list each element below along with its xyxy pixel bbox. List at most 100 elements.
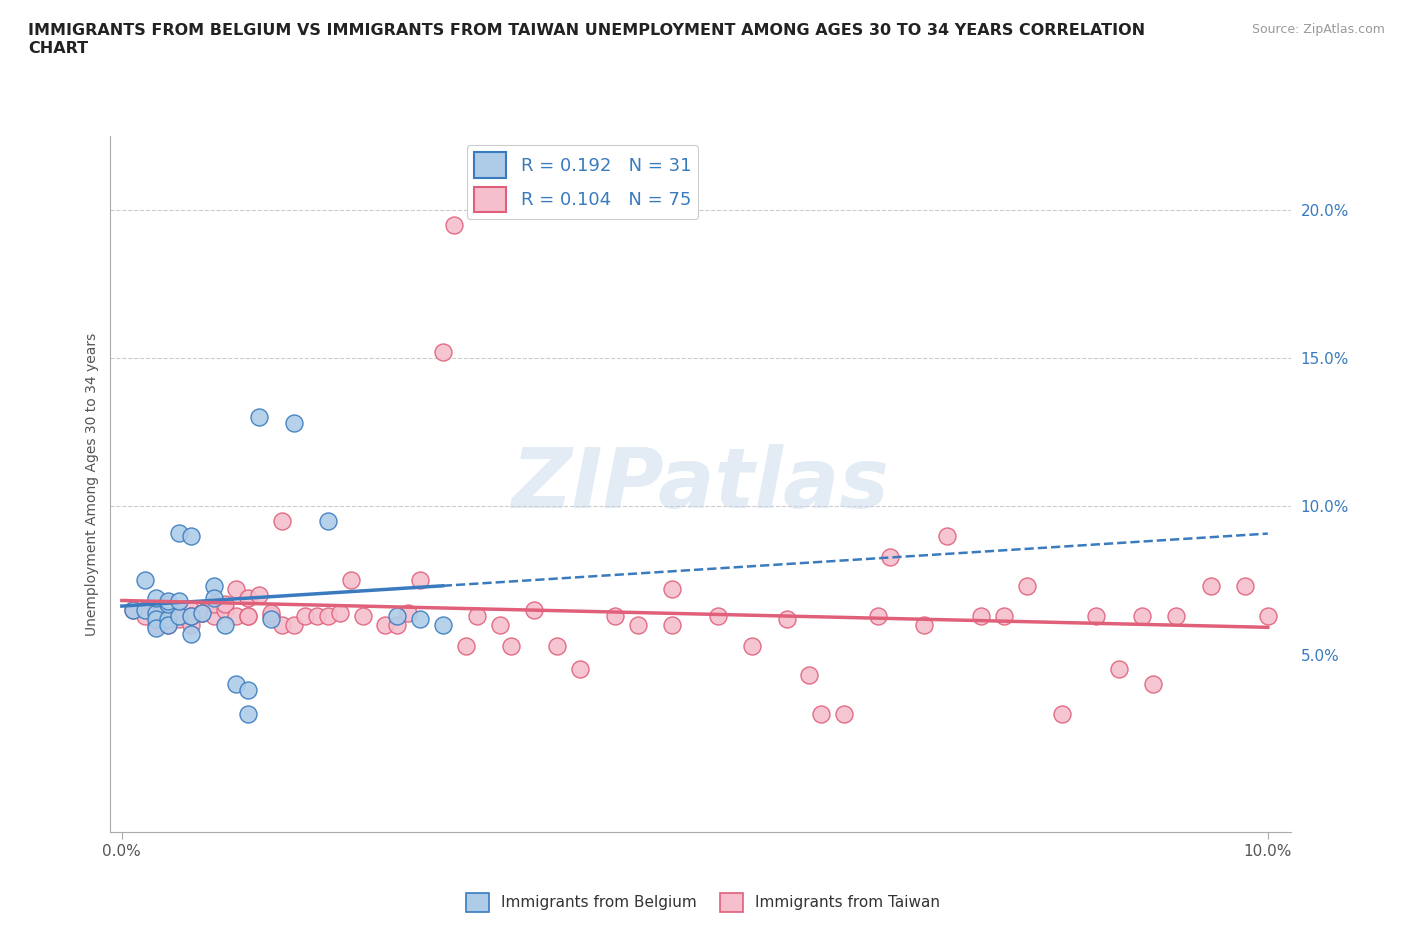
Point [145,620,167,635]
Point [271,618,294,632]
Point [523,603,546,618]
Point [214,597,236,612]
Point [236,608,259,623]
Point [489,618,512,632]
Point [569,662,592,677]
Point [661,582,683,597]
Point [603,608,626,623]
Point [374,618,396,632]
Point [501,638,523,653]
Point [156,597,179,612]
Point [432,345,454,360]
Point [936,528,959,543]
Point [385,618,408,632]
Legend: R = 0.192   N = 31, R = 0.104   N = 75: R = 0.192 N = 31, R = 0.104 N = 75 [467,145,699,219]
Point [970,608,993,623]
Point [167,593,190,608]
Point [1142,677,1164,692]
Point [1108,662,1130,677]
Point [283,416,305,431]
Point [202,597,225,612]
Point [167,612,190,627]
Point [167,525,190,540]
Y-axis label: Unemployment Among Ages 30 to 34 years: Unemployment Among Ages 30 to 34 years [86,333,100,636]
Point [1257,608,1279,623]
Point [167,605,190,620]
Point [156,593,179,608]
Point [879,550,901,565]
Point [180,618,202,632]
Legend: Immigrants from Belgium, Immigrants from Taiwan: Immigrants from Belgium, Immigrants from… [460,887,946,918]
Point [236,683,259,698]
Point [134,603,156,618]
Point [260,612,283,627]
Point [145,618,167,632]
Point [305,608,328,623]
Point [775,612,797,627]
Point [1199,579,1222,594]
Text: IMMIGRANTS FROM BELGIUM VS IMMIGRANTS FROM TAIWAN UNEMPLOYMENT AMONG AGES 30 TO : IMMIGRANTS FROM BELGIUM VS IMMIGRANTS FR… [28,23,1146,56]
Point [156,608,179,623]
Point [247,588,270,603]
Point [202,579,225,594]
Point [1130,608,1153,623]
Point [134,573,156,588]
Point [465,608,488,623]
Point [236,591,259,605]
Point [260,605,283,620]
Point [1017,579,1039,594]
Point [661,618,683,632]
Point [741,638,763,653]
Point [340,573,363,588]
Point [1233,579,1256,594]
Point [225,677,247,692]
Point [202,591,225,605]
Point [214,618,236,632]
Point [145,612,167,627]
Point [225,608,247,623]
Point [993,608,1015,623]
Point [191,605,214,620]
Point [546,638,568,653]
Point [214,603,236,618]
Point [236,608,259,623]
Point [145,603,167,618]
Point [409,612,432,627]
Point [156,618,179,632]
Point [202,608,225,623]
Point [271,513,294,528]
Point [294,608,316,623]
Point [167,608,190,623]
Point [385,608,408,623]
Point [145,591,167,605]
Point [122,603,145,618]
Point [247,410,270,425]
Point [180,627,202,642]
Point [180,528,202,543]
Point [1166,608,1188,623]
Point [180,603,202,618]
Point [454,638,477,653]
Point [432,618,454,632]
Point [868,608,890,623]
Point [167,608,190,623]
Point [122,603,145,618]
Point [810,707,832,722]
Point [912,618,935,632]
Point [156,612,179,627]
Point [156,618,179,632]
Point [626,618,648,632]
Point [225,582,247,597]
Point [832,707,855,722]
Text: ZIPatlas: ZIPatlas [512,444,890,525]
Point [145,605,167,620]
Point [799,668,821,683]
Point [260,608,283,623]
Point [134,608,156,623]
Point [316,608,339,623]
Point [409,573,432,588]
Point [145,603,167,618]
Point [283,618,305,632]
Point [396,605,419,620]
Point [706,608,728,623]
